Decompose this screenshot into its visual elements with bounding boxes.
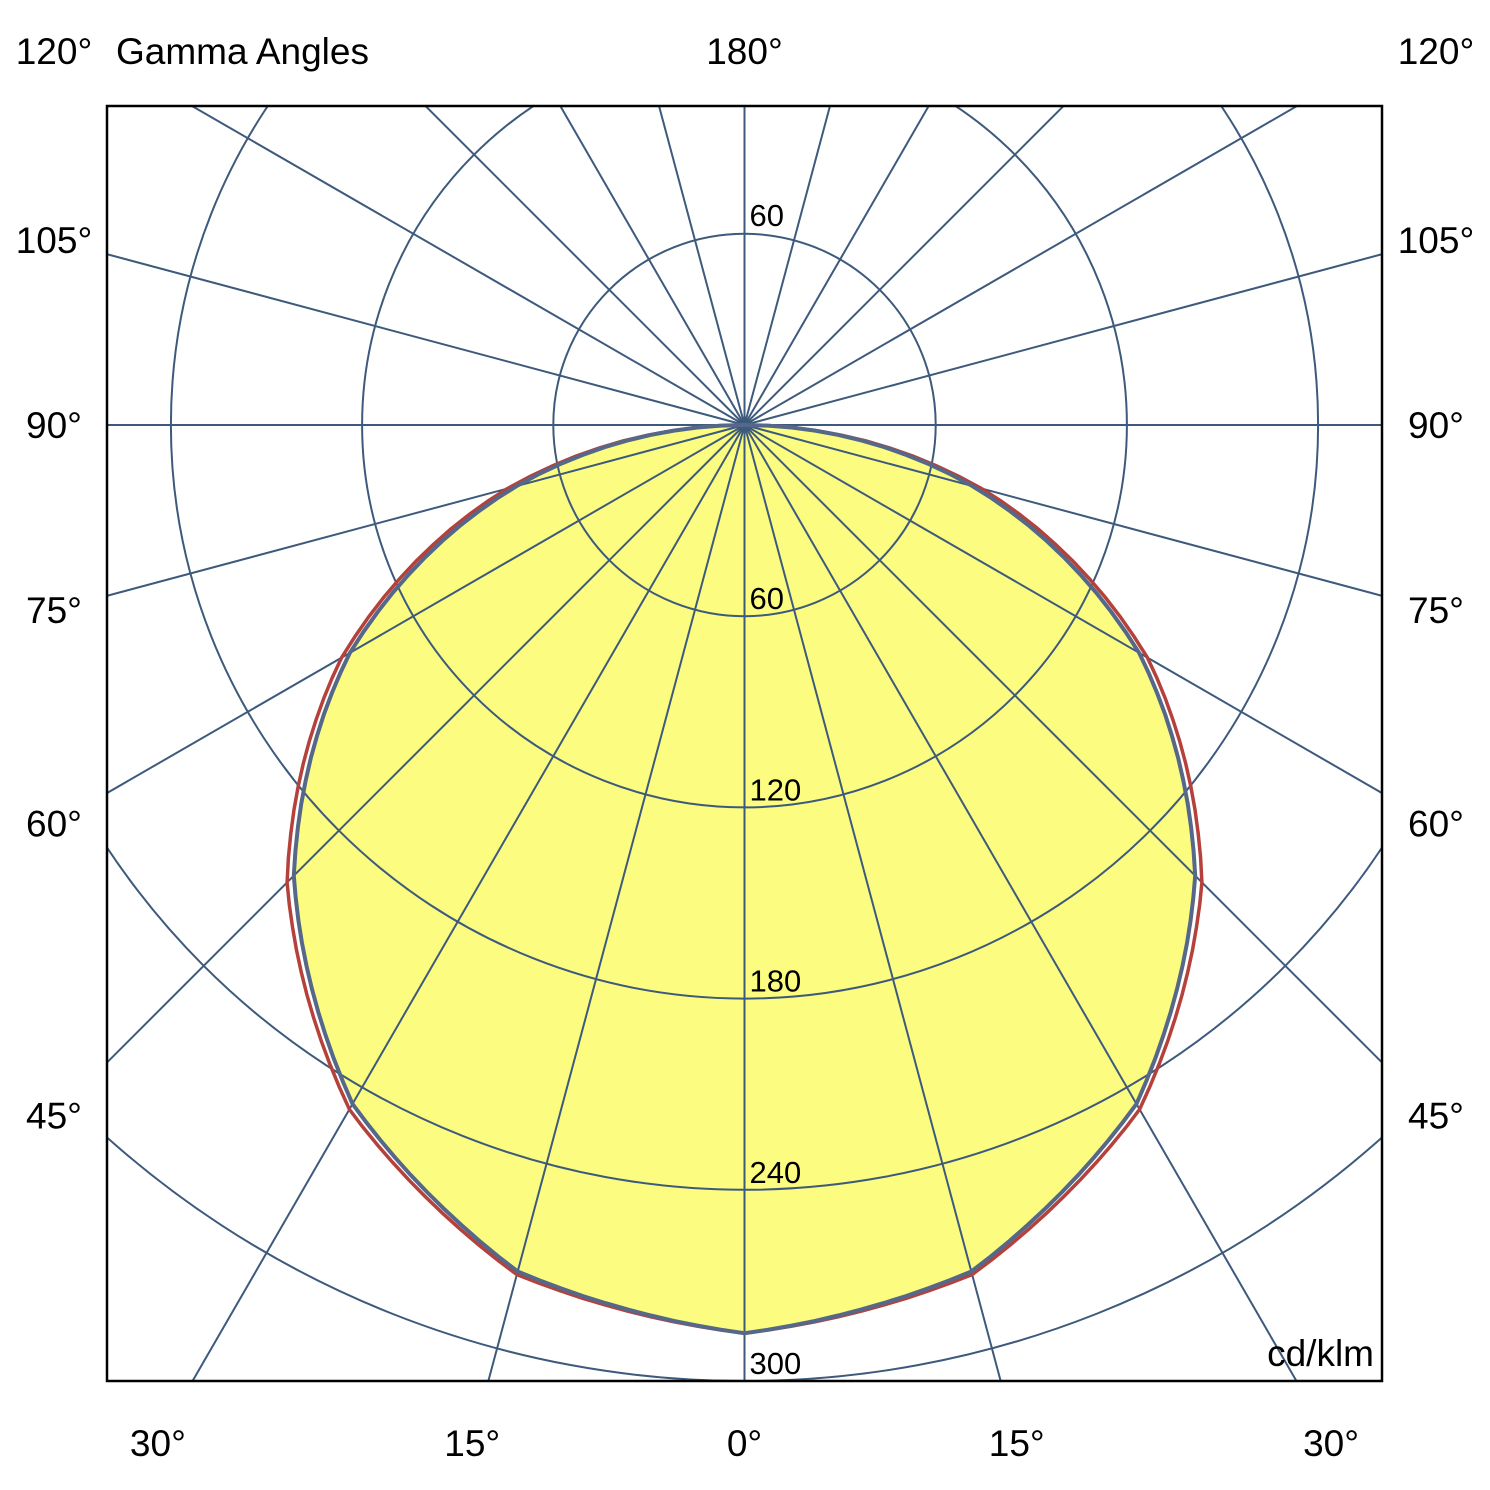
radial-tick-label-upper: 60 xyxy=(750,198,784,233)
gamma-axis-label-right: 60° xyxy=(1408,804,1464,845)
grid-ray xyxy=(743,106,832,426)
grid-ray xyxy=(657,106,746,426)
grid-ray xyxy=(743,424,1382,795)
gamma-axis-label-bottom: 30° xyxy=(130,1423,186,1464)
grid-ray xyxy=(743,424,1298,1381)
radial-tick-label: 300 xyxy=(750,1346,802,1381)
grid-ray xyxy=(424,106,746,426)
curve-c90-c270 xyxy=(291,422,1198,1336)
gamma-axis-label-right: 75° xyxy=(1408,590,1464,631)
radial-tick-label: 60 xyxy=(750,581,784,616)
corner-gamma-label-right: 120° xyxy=(1398,31,1475,72)
gamma-axis-label-left: 60° xyxy=(26,804,82,845)
grid-ray xyxy=(191,424,746,1381)
top-gamma-label: 180° xyxy=(706,31,783,72)
grid-ray xyxy=(743,106,930,426)
grid-ray xyxy=(107,253,745,426)
grid-ray xyxy=(107,424,746,1064)
corner-gamma-label-left: 120° xyxy=(16,31,93,72)
radial-tick-label: 240 xyxy=(750,1155,802,1190)
radial-tick-label: 120 xyxy=(750,772,802,807)
grid-ray xyxy=(744,253,1382,426)
gamma-axis-label-bottom: 0° xyxy=(727,1423,762,1464)
grid-ray xyxy=(743,106,1300,426)
gamma-axis-label-left: 45° xyxy=(26,1096,82,1137)
radial-tick-label: 180 xyxy=(750,964,802,999)
grid-ray xyxy=(107,424,745,795)
chart-frame xyxy=(105,104,1384,1383)
gamma-axis-label-left: 75° xyxy=(26,590,82,631)
unit-label: cd/klm xyxy=(1267,1333,1374,1374)
gamma-axis-label-bottom: 30° xyxy=(1303,1423,1359,1464)
grid-ray xyxy=(189,106,745,426)
grid-ray xyxy=(743,106,1065,426)
gamma-axis-label-right: 90° xyxy=(1408,405,1464,446)
gamma-axis-label-left: 105° xyxy=(16,220,93,261)
grid-ray xyxy=(743,424,1382,1064)
chart-title: Gamma Angles xyxy=(116,31,369,72)
gamma-axis-label-right: 105° xyxy=(1398,220,1475,261)
grid-ray xyxy=(743,424,1002,1381)
gamma-axis-label-bottom: 15° xyxy=(444,1423,500,1464)
grid-ray xyxy=(559,106,746,426)
gamma-axis-label-left: 90° xyxy=(26,405,82,446)
grid-ray xyxy=(487,424,746,1381)
gamma-axis-label-bottom: 15° xyxy=(989,1423,1045,1464)
gamma-axis-label-right: 45° xyxy=(1408,1096,1464,1137)
